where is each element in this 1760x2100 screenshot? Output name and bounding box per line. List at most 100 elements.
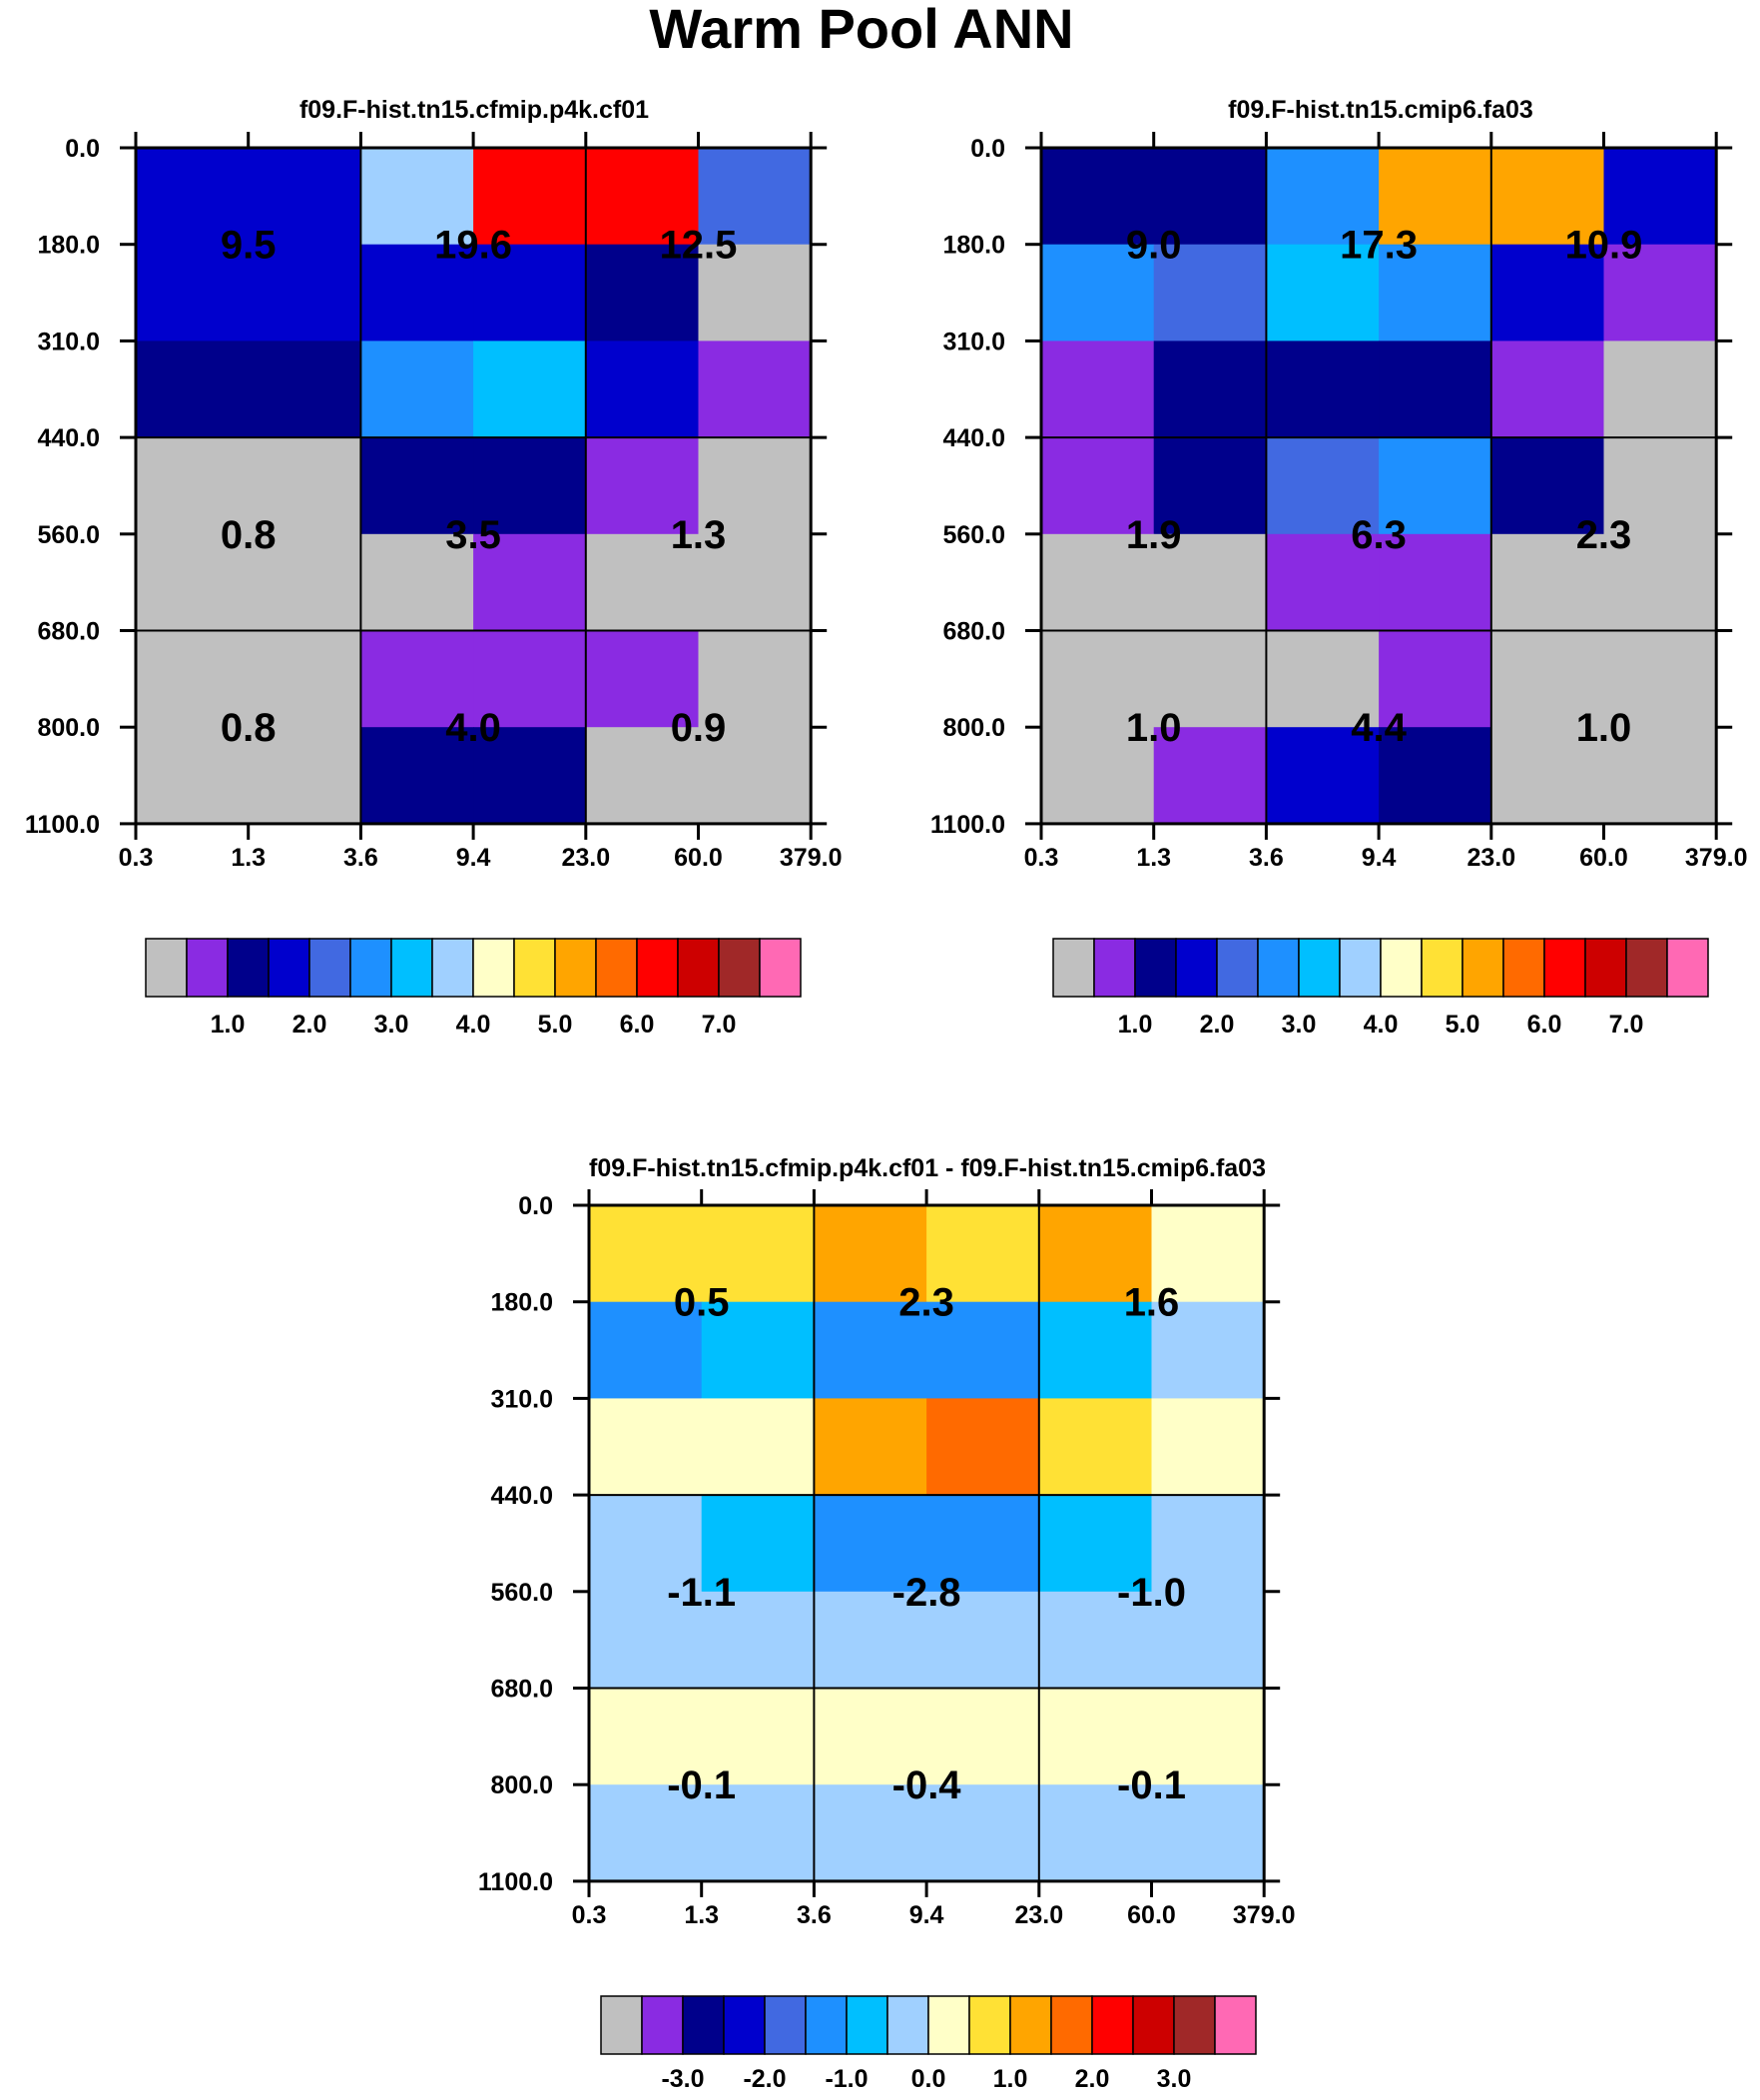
heatmap-cell: [589, 1398, 703, 1496]
cell-value-label: -0.4: [892, 1763, 962, 1807]
heatmap-cell: [701, 1495, 815, 1593]
y-tick-label: 0.0: [518, 1192, 553, 1220]
x-tick-label: 60.0: [674, 844, 723, 872]
heatmap-cell: [585, 533, 700, 632]
heatmap-cell: [1379, 727, 1492, 825]
colorbar-label: 3.0: [1282, 1011, 1317, 1039]
x-tick-label: 3.6: [343, 844, 378, 872]
colorbar-box: [1175, 938, 1218, 998]
colorbar-box: [595, 938, 638, 998]
colorbar-box: [1421, 938, 1464, 998]
colorbar-box: [1134, 938, 1177, 998]
y-tick-label: 310.0: [490, 1385, 553, 1413]
heatmap-cell: [248, 727, 361, 825]
colorbar: -3.0 -2.0 -1.0 0.0 1.0 2.0 3.0: [600, 1995, 1257, 2093]
heatmap-cell: [248, 244, 361, 342]
x-tick-label: 379.0: [1685, 844, 1748, 872]
heatmap-cell: [926, 1205, 1040, 1303]
heatmap-cell: [1266, 727, 1380, 825]
x-tick-label: 23.0: [1467, 844, 1515, 872]
heatmap-cell: [1266, 533, 1380, 632]
colorbar-box: [846, 1995, 888, 2055]
heatmap-cell: [1603, 148, 1717, 246]
y-tick-label: 560.0: [942, 521, 1005, 549]
colorbar-box: [1380, 938, 1423, 998]
colorbar-box: [1050, 1995, 1093, 2055]
heatmap-cell: [136, 148, 250, 246]
heatmap-cell: [1603, 533, 1717, 632]
y-tick-label: 310.0: [37, 328, 100, 355]
heatmap-cell: [473, 244, 587, 342]
heatmap-cell: [701, 1591, 815, 1690]
x-tick-label: 23.0: [1014, 1901, 1063, 1929]
heatmap-cell: [473, 148, 587, 246]
cell-value-label: -0.1: [1117, 1763, 1186, 1807]
heatmap-cell: [1041, 533, 1155, 632]
heatmap-cell: [585, 630, 700, 728]
heatmap-cell: [1603, 244, 1717, 342]
y-tick-label: 560.0: [37, 521, 100, 549]
colorbar-label: 0.0: [911, 2065, 946, 2093]
colorbar-label: 4.0: [1364, 1011, 1399, 1039]
cell-value-label: 2.3: [898, 1281, 954, 1325]
heatmap-cell: [1153, 630, 1267, 728]
cell-value-label: 12.5: [660, 224, 738, 268]
colorbar-box: [682, 1995, 725, 2055]
heatmap-cell: [698, 630, 812, 728]
heatmap-cell: [1266, 437, 1380, 535]
heatmap-cell: [1490, 437, 1605, 535]
heatmap-cell: [136, 437, 250, 535]
heatmap-cell: [360, 533, 474, 632]
panel-title: f09.F-hist.tn15.cfmip.p4k.cf01 - f09.F-h…: [589, 1154, 1266, 1182]
colorbar: 1.0 2.0 3.0 4.0 5.0 6.0 7.0: [145, 938, 802, 1039]
cell-value-label: 1.6: [1124, 1281, 1180, 1325]
colorbar-box: [513, 938, 556, 998]
heatmap-cell: [1379, 244, 1492, 342]
heatmap-cell: [1151, 1688, 1265, 1785]
colorbar-box: [641, 1995, 684, 2055]
y-tick-label: 800.0: [490, 1771, 553, 1799]
heatmap-cell: [1379, 148, 1492, 246]
colorbar-label: 2.0: [1075, 2065, 1110, 2093]
heatmap-cell: [136, 630, 250, 728]
cell-value-label: 9.5: [221, 224, 277, 268]
colorbar-label: 7.0: [702, 1011, 737, 1039]
heatmap-cell: [814, 1301, 927, 1399]
panel-title: f09.F-hist.tn15.cfmip.p4k.cf01: [299, 96, 649, 124]
colorbar-box: [186, 938, 229, 998]
heatmap-cell: [136, 533, 250, 632]
colorbar-box: [759, 938, 802, 998]
heatmap-cell: [360, 437, 474, 535]
heatmap-cell: [589, 1301, 703, 1399]
y-tick-label: 180.0: [490, 1289, 553, 1317]
heatmap-cell: [814, 1784, 927, 1882]
heatmap-cell: [701, 1688, 815, 1785]
heatmap-cell: [248, 148, 361, 246]
heatmap-cell: [1490, 630, 1605, 728]
heatmap-cell: [1038, 1688, 1153, 1785]
colorbar-label: 5.0: [538, 1011, 573, 1039]
x-tick-label: 0.3: [1024, 844, 1059, 872]
colorbar-box: [1502, 938, 1545, 998]
colorbar-box: [968, 1995, 1011, 2055]
x-tick-label: 60.0: [1127, 1901, 1176, 1929]
heatmap-cell: [585, 341, 700, 438]
cell-value-label: 9.0: [1126, 224, 1182, 268]
heatmap-cell: [1490, 727, 1605, 825]
colorbar-box: [1666, 938, 1709, 998]
x-tick-label: 379.0: [780, 844, 843, 872]
heatmap-cell: [814, 1205, 927, 1303]
heatmap-cell: [1151, 1205, 1265, 1303]
heatmap-cell: [1266, 630, 1380, 728]
heatmap-cell: [1151, 1301, 1265, 1399]
heatmap-cell: [1379, 630, 1492, 728]
heatmap-cell: [360, 630, 474, 728]
x-tick-label: 1.3: [1136, 844, 1171, 872]
heatmap-cell: [248, 533, 361, 632]
y-tick-label: 440.0: [942, 424, 1005, 452]
colorbar-box: [308, 938, 351, 998]
heatmap-cell: [698, 533, 812, 632]
heatmap-cell: [589, 1495, 703, 1593]
heatmap-cell: [589, 1688, 703, 1785]
panel-3: f09.F-hist.tn15.cfmip.p4k.cf01 - f09.F-h…: [478, 1154, 1296, 2093]
